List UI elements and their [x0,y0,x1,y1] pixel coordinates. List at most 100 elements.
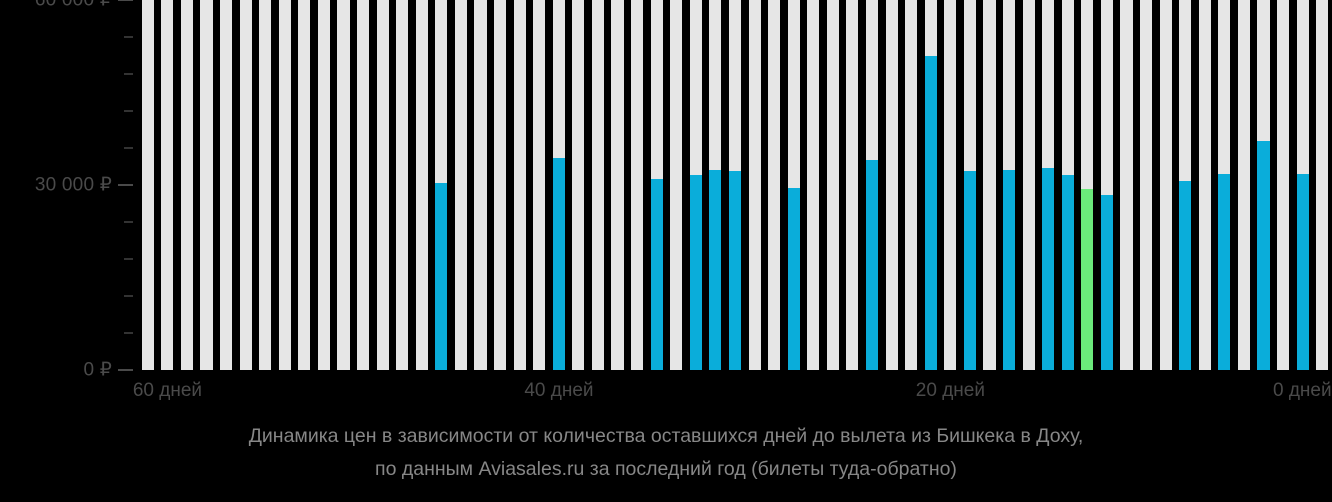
price-bar[interactable] [1061,175,1074,370]
bar-slot-track [591,0,605,370]
bar-slot[interactable] [689,0,702,370]
price-bar[interactable] [689,175,702,370]
bar-slot[interactable] [259,0,272,370]
bar-slot-track [200,0,213,370]
bar-slot[interactable] [572,0,585,370]
price-bar[interactable] [865,160,879,370]
bar-slot[interactable] [298,0,311,370]
bar-slot[interactable] [552,0,565,370]
bar-slot[interactable] [200,0,213,370]
y-axis-tick-label: 60 000 ₽ [34,0,112,11]
price-bar[interactable] [728,171,742,370]
bar-slot[interactable] [1139,0,1153,370]
bar-slot[interactable] [1061,0,1074,370]
bar-slot[interactable] [239,0,252,370]
bar-slot[interactable] [161,0,174,370]
price-bar[interactable] [1081,189,1094,370]
bar-slot[interactable] [278,0,291,370]
bar-slot-track [494,0,507,370]
bar-slot[interactable] [1022,0,1035,370]
y-axis-tick-label: 30 000 ₽ [34,174,112,196]
price-bar[interactable] [1296,173,1309,370]
bar-slot[interactable] [1120,0,1133,370]
price-bar[interactable] [1100,195,1113,370]
bar-slot-track [826,0,839,370]
bar-slot[interactable] [1257,0,1270,370]
bar-slot[interactable] [513,0,526,370]
bar-slot-track [259,0,272,370]
bar-slot-track [415,0,428,370]
bar-slot[interactable] [748,0,761,370]
bar-slot[interactable] [317,0,330,370]
bar-slot[interactable] [728,0,742,370]
bar-slot[interactable] [885,0,898,370]
bar-slot[interactable] [924,0,937,370]
bar-slot-track [905,0,918,370]
bar-slot[interactable] [807,0,820,370]
bar-slot-track [513,0,526,370]
bar-slot[interactable] [357,0,370,370]
bar-slot[interactable] [494,0,507,370]
price-bar[interactable] [1002,170,1016,370]
bar-slot[interactable] [865,0,879,370]
bar-slot[interactable] [1002,0,1016,370]
bar-slot[interactable] [435,0,448,370]
bar-slot-track [631,0,644,370]
bar-slot[interactable] [611,0,624,370]
price-bar[interactable] [1179,181,1192,370]
bar-slot[interactable] [709,0,722,370]
price-bar[interactable] [963,170,976,370]
bar-slot[interactable] [141,0,154,370]
bar-slot[interactable] [787,0,800,370]
bar-slot[interactable] [1237,0,1250,370]
price-bar[interactable] [650,178,663,370]
bar-slot[interactable] [220,0,233,370]
price-bar[interactable] [787,188,800,370]
bar-slot[interactable] [1316,0,1329,370]
y-axis-tick-mark [124,295,133,297]
y-axis-tick-mark [118,0,133,1]
bar-slot[interactable] [768,0,781,370]
price-bar[interactable] [1257,140,1270,370]
bar-slot-track [298,0,311,370]
price-bar[interactable] [709,170,722,370]
bar-slot[interactable] [846,0,859,370]
bar-slot[interactable] [454,0,468,370]
bar-slot[interactable] [1081,0,1094,370]
bar-slot[interactable] [376,0,389,370]
bar-slot[interactable] [415,0,428,370]
price-bar[interactable] [552,157,565,370]
bar-slot-track [357,0,370,370]
bar-slot[interactable] [670,0,683,370]
bar-slot[interactable] [1198,0,1211,370]
bar-slot[interactable] [631,0,644,370]
price-bar[interactable] [1042,168,1055,370]
bar-slot[interactable] [983,0,996,370]
bar-slot[interactable] [1100,0,1113,370]
bar-slot[interactable] [1296,0,1309,370]
bar-slot[interactable] [650,0,663,370]
bar-slot-track [846,0,859,370]
bar-slot[interactable] [826,0,839,370]
bar-slot-track [748,0,761,370]
chart-caption: Динамика цен в зависимости от количества… [0,420,1332,486]
bar-slot[interactable] [533,0,546,370]
bar-slot[interactable] [337,0,350,370]
price-bar[interactable] [1218,173,1231,370]
bar-slot[interactable] [1218,0,1231,370]
x-axis-tick-label: 0 дней [1273,380,1332,401]
price-bar[interactable] [924,55,937,370]
bar-slot[interactable] [396,0,409,370]
bar-slot[interactable] [963,0,976,370]
bar-slot[interactable] [905,0,918,370]
bar-slot[interactable] [1276,0,1290,370]
bar-slot[interactable] [1179,0,1192,370]
bar-slot[interactable] [591,0,605,370]
bar-slot[interactable] [180,0,193,370]
bar-slot[interactable] [474,0,487,370]
bar-slot[interactable] [944,0,957,370]
bar-slot[interactable] [1042,0,1055,370]
bar-slot-track [1022,0,1035,370]
bar-slot[interactable] [1159,0,1172,370]
price-bar[interactable] [435,183,448,370]
